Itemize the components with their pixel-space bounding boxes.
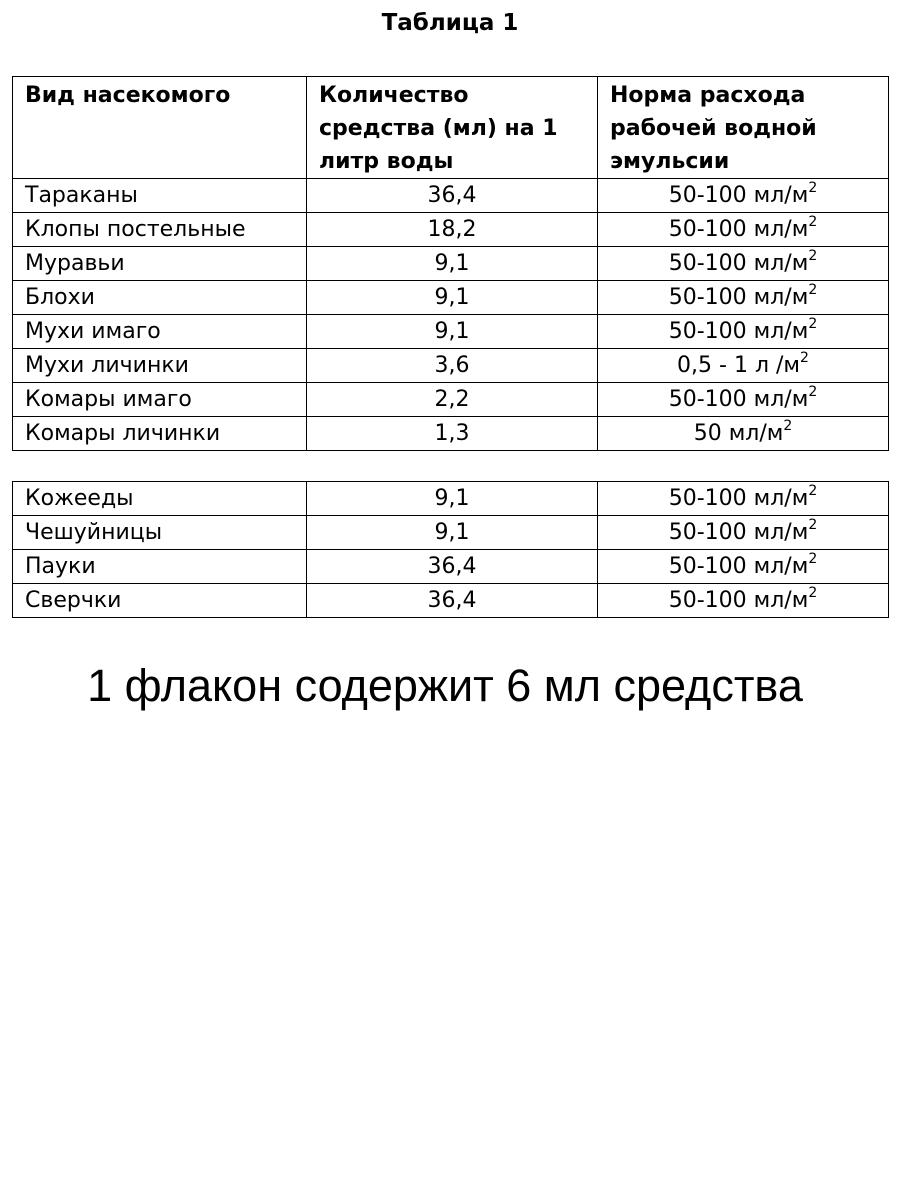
header-amount: Количество средства (мл) на 1 литр воды [306, 76, 598, 179]
rate-exponent: 2 [808, 248, 818, 264]
amount-cell: 9,1 [306, 515, 598, 550]
rate-exponent: 2 [808, 282, 818, 298]
table-title: Таблица 1 [381, 10, 519, 36]
rate-exponent: 2 [808, 316, 818, 332]
insect-cell: Чешуйницы [12, 515, 307, 550]
amount-cell: 18,2 [306, 212, 598, 247]
rate-exponent: 2 [808, 384, 818, 400]
rate-exponent: 2 [808, 214, 818, 230]
rate-cell: 50-100 мл/м2 [597, 178, 889, 213]
amount-cell: 3,6 [306, 348, 598, 383]
amount-cell: 36,4 [306, 549, 598, 584]
header-rate: Норма расхода рабочей водной эмульсии [597, 76, 889, 179]
rate-value: 50-100 мл/м [668, 285, 809, 310]
amount-cell: 9,1 [306, 481, 598, 516]
amount-cell: 9,1 [306, 246, 598, 281]
insect-cell: Кожееды [12, 481, 307, 516]
rate-cell: 0,5 - 1 л /м2 [597, 348, 889, 383]
insect-cell: Комары имаго [12, 382, 307, 417]
rate-cell: 50-100 мл/м2 [597, 212, 889, 247]
rate-value: 50-100 мл/м [668, 554, 809, 579]
insect-cell: Муравьи [12, 246, 307, 281]
rate-value: 50 мл/м [693, 421, 784, 446]
amount-cell: 9,1 [306, 314, 598, 349]
rate-value: 50-100 мл/м [668, 520, 809, 545]
rate-value: 50-100 мл/м [668, 251, 809, 276]
insect-cell: Блохи [12, 280, 307, 315]
table-row: Тараканы 36,4 50-100 мл/м2 [12, 178, 889, 213]
rate-value: 0,5 - 1 л /м [677, 353, 801, 378]
table-row: Комары личинки 1,3 50 мл/м2 [12, 416, 889, 451]
insect-cell: Комары личинки [12, 416, 307, 451]
rate-exponent: 2 [808, 551, 818, 567]
rate-value: 50-100 мл/м [668, 486, 809, 511]
rate-cell: 50-100 мл/м2 [597, 583, 889, 618]
table-row: Блохи 9,1 50-100 мл/м2 [12, 280, 889, 315]
table-row: Клопы постельные 18,2 50-100 мл/м2 [12, 212, 889, 247]
rate-value: 50-100 мл/м [668, 319, 809, 344]
rate-cell: 50-100 мл/м2 [597, 382, 889, 417]
header-insect: Вид насекомого [12, 76, 307, 179]
insect-cell: Клопы постельные [12, 212, 307, 247]
amount-cell: 1,3 [306, 416, 598, 451]
rate-exponent: 2 [808, 180, 818, 196]
rate-cell: 50-100 мл/м2 [597, 280, 889, 315]
rate-exponent: 2 [808, 585, 818, 601]
rate-exponent: 2 [808, 483, 818, 499]
rate-value: 50-100 мл/м [668, 183, 809, 208]
amount-cell: 9,1 [306, 280, 598, 315]
rate-cell: 50-100 мл/м2 [597, 246, 889, 281]
table-row: Кожееды 9,1 50-100 мл/м2 [12, 481, 889, 516]
table-row: Чешуйницы 9,1 50-100 мл/м2 [12, 515, 889, 550]
table-row: Пауки 36,4 50-100 мл/м2 [12, 549, 889, 584]
table-row: Мухи личинки 3,6 0,5 - 1 л /м2 [12, 348, 889, 383]
table-row: Комары имаго 2,2 50-100 мл/м2 [12, 382, 889, 417]
rate-cell: 50-100 мл/м2 [597, 314, 889, 349]
amount-cell: 2,2 [306, 382, 598, 417]
amount-cell: 36,4 [306, 178, 598, 213]
insect-cell: Сверчки [12, 583, 307, 618]
rate-exponent: 2 [783, 418, 793, 434]
rate-value: 50-100 мл/м [668, 588, 809, 613]
rate-cell: 50-100 мл/м2 [597, 515, 889, 550]
amount-cell: 36,4 [306, 583, 598, 618]
footer-note: 1 флакон содержит 6 мл средства [87, 660, 803, 711]
rate-value: 50-100 мл/м [668, 387, 809, 412]
rate-value: 50-100 мл/м [668, 217, 809, 242]
table-row: Мухи имаго 9,1 50-100 мл/м2 [12, 314, 889, 349]
table-row: Сверчки 36,4 50-100 мл/м2 [12, 583, 889, 618]
rate-exponent: 2 [800, 350, 809, 366]
insect-cell: Мухи имаго [12, 314, 307, 349]
rate-cell: 50-100 мл/м2 [597, 549, 889, 584]
insect-cell: Пауки [12, 549, 307, 584]
dosage-table: Вид насекомого Количество средства (мл) … [12, 76, 889, 451]
table-header-row: Вид насекомого Количество средства (мл) … [12, 76, 889, 179]
insect-cell: Мухи личинки [12, 348, 307, 383]
rate-exponent: 2 [808, 517, 818, 533]
insect-cell: Тараканы [12, 178, 307, 213]
table-row: Муравьи 9,1 50-100 мл/м2 [12, 246, 889, 281]
rate-cell: 50 мл/м2 [597, 416, 889, 451]
rate-cell: 50-100 мл/м2 [597, 481, 889, 516]
dosage-table-additional: Кожееды 9,1 50-100 мл/м2 Чешуйницы 9,1 50-100… [12, 481, 889, 618]
